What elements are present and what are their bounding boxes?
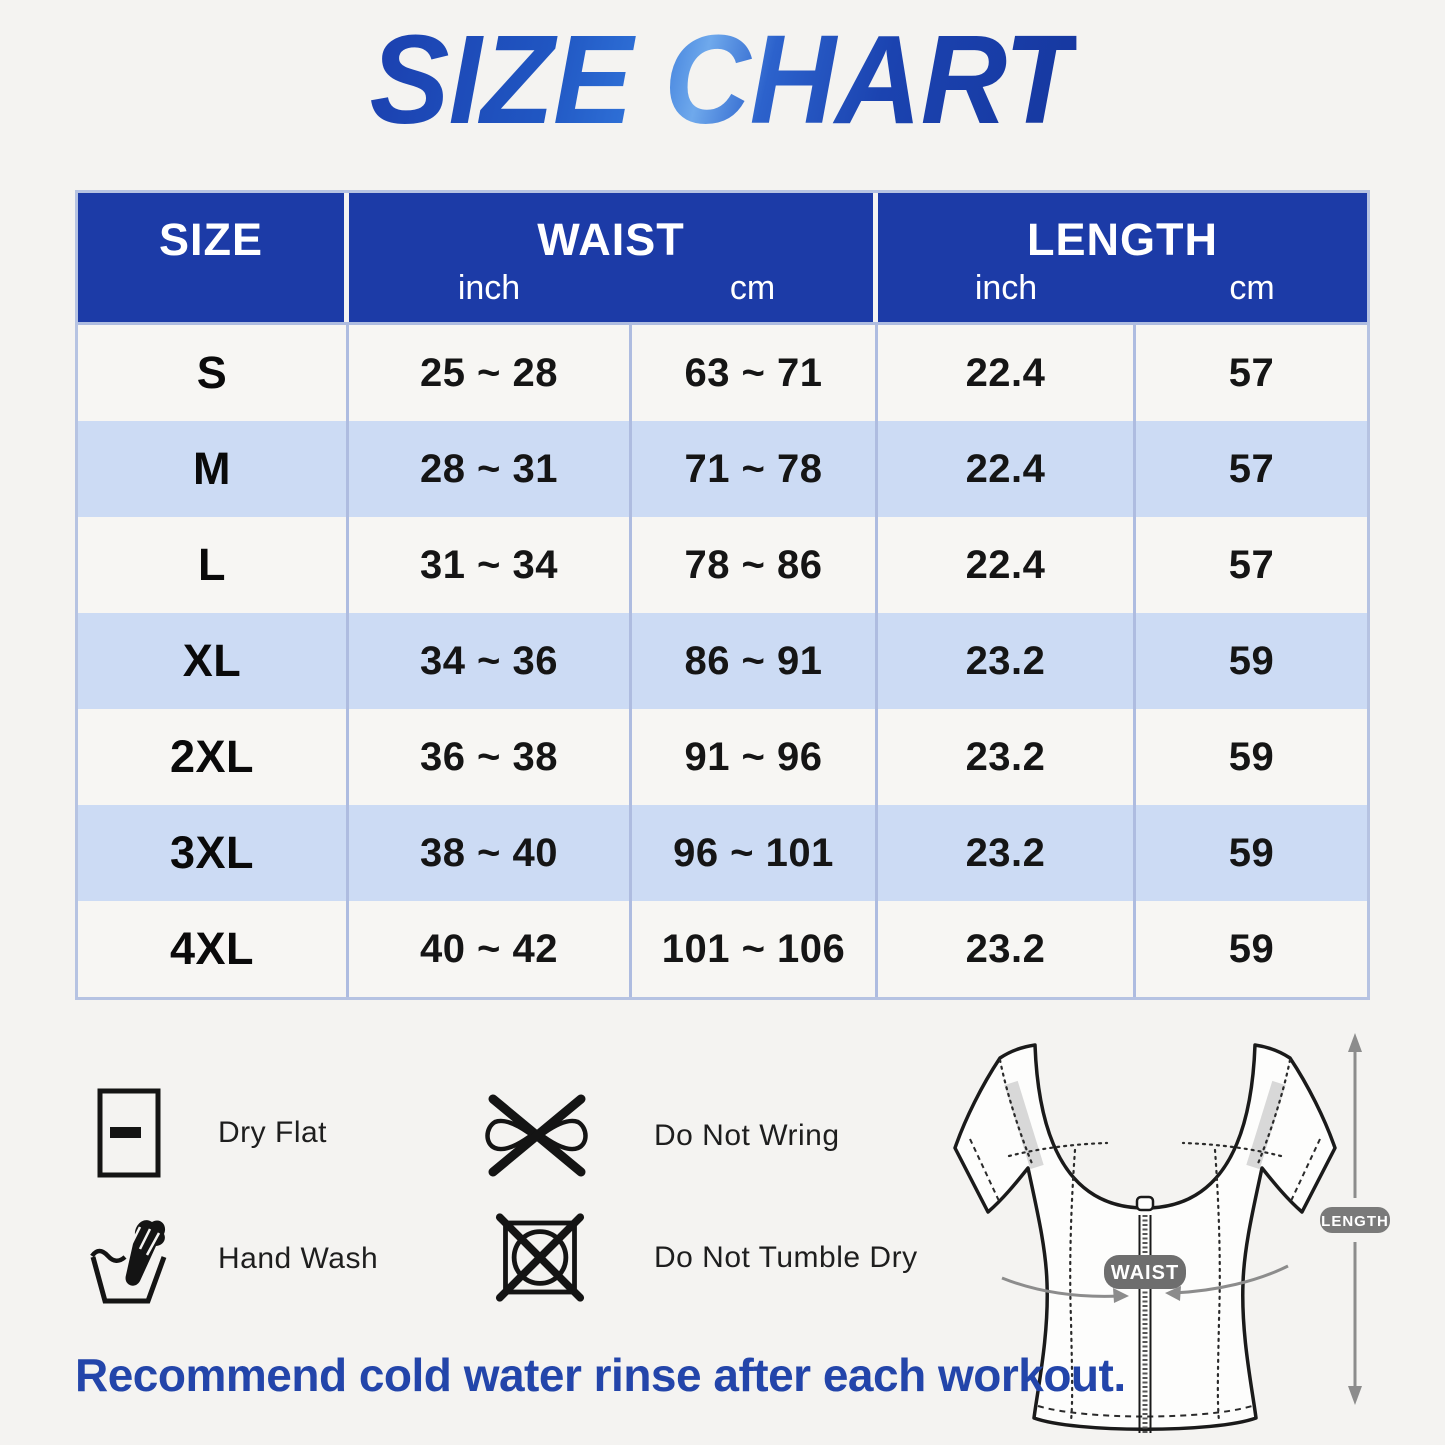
care-label: Do Not Tumble Dry bbox=[654, 1240, 918, 1274]
cell-length-inch: 23.2 bbox=[878, 613, 1133, 709]
cell-length-cm: 57 bbox=[1136, 517, 1367, 613]
cell-waist-cm: 86 ~ 91 bbox=[632, 613, 875, 709]
table-body: S 25 ~ 28 63 ~ 71 22.4 57 M 28 ~ 31 71 ~… bbox=[78, 322, 1367, 997]
cell-waist-cm: 63 ~ 71 bbox=[632, 325, 875, 421]
header-cell-size: SIZE bbox=[78, 193, 344, 322]
hand-wash-icon bbox=[90, 1220, 167, 1304]
cell-waist-inch: 31 ~ 34 bbox=[349, 517, 629, 613]
length-unit-cm: cm bbox=[1229, 268, 1275, 307]
header-length-label: LENGTH bbox=[1027, 214, 1218, 265]
size-chart-table: SIZE WAIST inch cm LENGTH inch cm S 25 ~… bbox=[75, 190, 1370, 1000]
waist-unit-cm: cm bbox=[729, 268, 776, 307]
waist-arrow-left bbox=[1113, 1288, 1129, 1303]
length-unit-inch: inch bbox=[974, 268, 1038, 307]
cell-waist-inch: 38 ~ 40 bbox=[349, 805, 629, 901]
cell-waist-cm: 101 ~ 106 bbox=[632, 901, 875, 997]
do-not-wring-icon bbox=[485, 1094, 588, 1177]
care-item-do-not-tumble-dry: Do Not Tumble Dry bbox=[494, 1210, 918, 1305]
cell-waist-inch: 28 ~ 31 bbox=[349, 421, 629, 517]
cell-waist-cm: 91 ~ 96 bbox=[632, 709, 875, 805]
cell-size: 2XL bbox=[78, 709, 346, 805]
care-item-hand-wash: Hand Wash bbox=[88, 1213, 378, 1305]
length-badge-label: LENGTH bbox=[1321, 1213, 1389, 1230]
cell-length-inch: 22.4 bbox=[878, 517, 1133, 613]
cell-length-cm: 59 bbox=[1136, 613, 1367, 709]
cell-size: XL bbox=[78, 613, 346, 709]
cell-length-inch: 23.2 bbox=[878, 901, 1133, 997]
care-item-dry-flat: Dry Flat bbox=[97, 1088, 327, 1178]
cell-length-cm: 59 bbox=[1136, 805, 1367, 901]
cell-size: 3XL bbox=[78, 805, 346, 901]
care-label: Dry Flat bbox=[218, 1116, 327, 1149]
table-header: SIZE WAIST inch cm LENGTH inch cm bbox=[78, 193, 1367, 322]
cell-length-cm: 59 bbox=[1136, 901, 1367, 997]
cell-length-inch: 22.4 bbox=[878, 325, 1133, 421]
header-waist-label: WAIST bbox=[537, 214, 685, 265]
header-cell-waist: WAIST inch cm bbox=[349, 193, 873, 322]
cell-length-cm: 57 bbox=[1136, 421, 1367, 517]
cell-waist-inch: 34 ~ 36 bbox=[349, 613, 629, 709]
cell-waist-inch: 25 ~ 28 bbox=[349, 325, 629, 421]
waist-arrow-right bbox=[1165, 1286, 1181, 1301]
care-label: Hand Wash bbox=[218, 1242, 379, 1275]
cell-waist-inch: 40 ~ 42 bbox=[349, 901, 629, 997]
cell-size: M bbox=[78, 421, 346, 517]
page-title: SIZE CHART bbox=[369, 9, 1076, 150]
cell-waist-inch: 36 ~ 38 bbox=[349, 709, 629, 805]
zipper-pull bbox=[1135, 1195, 1155, 1212]
cell-length-inch: 23.2 bbox=[878, 805, 1133, 901]
cell-length-inch: 23.2 bbox=[878, 709, 1133, 805]
cell-waist-cm: 71 ~ 78 bbox=[632, 421, 875, 517]
cell-size: 4XL bbox=[78, 901, 346, 997]
dry-flat-icon bbox=[97, 1088, 161, 1178]
cell-waist-cm: 78 ~ 86 bbox=[632, 517, 875, 613]
garment-diagram: WAIST LENGTH bbox=[953, 1033, 1390, 1433]
shirt-outline bbox=[953, 1043, 1337, 1431]
care-label: Do Not Wring bbox=[654, 1118, 840, 1152]
cell-length-inch: 22.4 bbox=[878, 421, 1133, 517]
header-size-label: SIZE bbox=[158, 214, 264, 265]
length-arrow-down bbox=[1348, 1386, 1362, 1405]
cell-length-cm: 59 bbox=[1136, 709, 1367, 805]
page-title-wrap: SIZE CHART bbox=[0, 9, 1445, 150]
waist-badge-label: WAIST bbox=[1111, 1262, 1179, 1284]
care-item-do-not-wring: Do Not Wring bbox=[478, 1093, 840, 1178]
waist-unit-inch: inch bbox=[457, 268, 521, 307]
waist-badge bbox=[1104, 1255, 1186, 1289]
length-arrow-up bbox=[1348, 1033, 1362, 1052]
cell-length-cm: 57 bbox=[1136, 325, 1367, 421]
header-cell-length: LENGTH inch cm bbox=[878, 193, 1367, 322]
cell-size: S bbox=[78, 325, 346, 421]
length-badge bbox=[1320, 1207, 1390, 1233]
cell-waist-cm: 96 ~ 101 bbox=[632, 805, 875, 901]
cell-size: L bbox=[78, 517, 346, 613]
do-not-tumble-dry-icon bbox=[495, 1213, 585, 1302]
footer-note: Recommend cold water rinse after each wo… bbox=[75, 1349, 1126, 1401]
